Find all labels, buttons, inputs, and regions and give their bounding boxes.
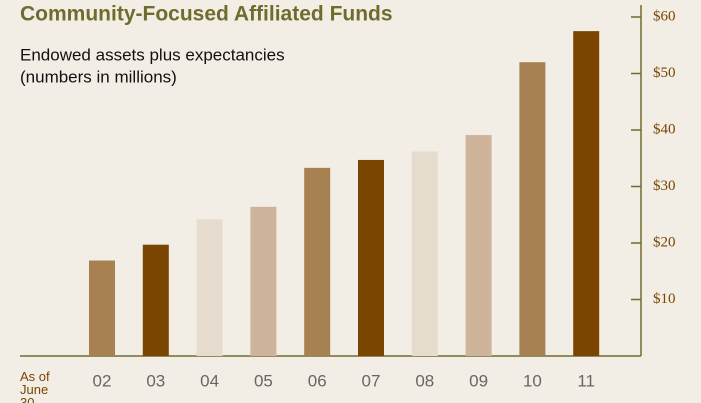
subtitle: (numbers in millions) [20,67,177,86]
bar [573,31,600,356]
x-tick-label: 09 [469,371,488,390]
x-tick-label: 06 [308,371,327,390]
x-axis-label: As of June 30 [20,369,50,403]
x-tick-label: 02 [93,371,112,390]
bar [142,244,169,356]
chart-title: Community-Focused Affiliated Funds [20,3,393,26]
bar [411,151,438,356]
y-tick-label: $20 [653,234,676,250]
x-tick-label: 05 [254,371,273,390]
y-tick-label: $50 [653,65,676,81]
bar [358,159,384,356]
bar [519,62,546,356]
bar [89,260,115,356]
x-tick-label: 07 [362,371,381,390]
y-tick-label: $10 [653,291,676,307]
x-tick-label: 04 [200,371,219,390]
y-tick-label: $30 [653,178,676,194]
x-tick-label: 11 [577,371,595,390]
bar [196,219,223,356]
y-tick-label: $60 [653,8,676,24]
bar [304,167,331,356]
subtitle: Endowed assets plus expectancies [20,45,285,64]
bar [250,206,277,356]
bar [465,135,492,356]
x-tick-label: 03 [146,371,165,390]
y-tick-label: $40 [653,121,676,137]
x-tick-label: 10 [523,371,542,390]
x-tick-label: 08 [415,371,434,390]
